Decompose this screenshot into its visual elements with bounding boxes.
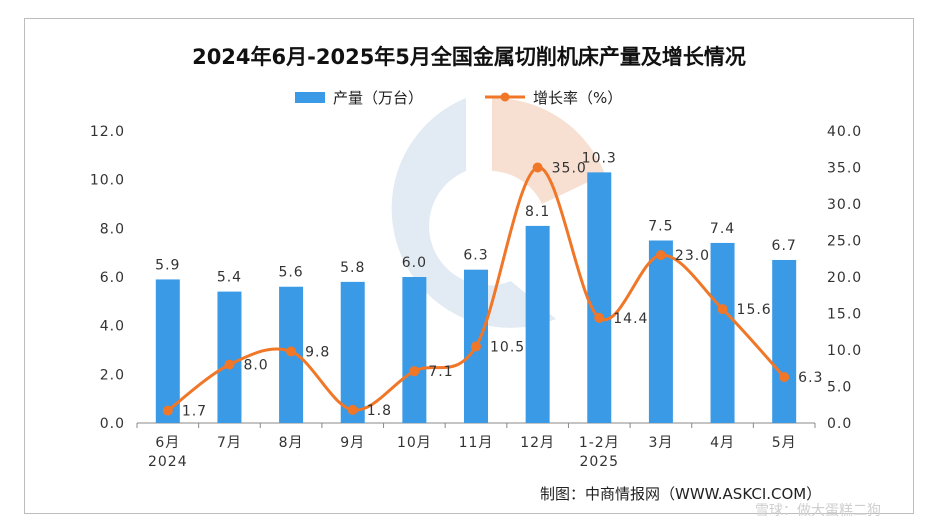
y-right-tick-label: 20.0 bbox=[827, 270, 862, 286]
axes: 0.0 2.0 4.0 6.0 8.0 10.0 12.0 0.0 5.0 10.0 15.0 20.… bbox=[90, 124, 862, 470]
x-tick-label: 6月 bbox=[155, 435, 180, 451]
bar-value-label: 7.5 bbox=[648, 219, 673, 235]
line-value-label: 35.0 bbox=[552, 161, 587, 177]
line-series bbox=[162, 162, 790, 416]
legend: 产量（万台） 增长率（%） bbox=[295, 89, 622, 107]
legend-line-marker bbox=[500, 92, 510, 102]
bar-value-label: 6.0 bbox=[402, 255, 427, 271]
bar-value-label: 6.7 bbox=[772, 238, 797, 254]
line-value-label: 7.1 bbox=[428, 364, 453, 380]
bar bbox=[402, 277, 427, 423]
bar bbox=[340, 281, 365, 423]
line-point bbox=[162, 405, 173, 416]
bar bbox=[710, 242, 735, 423]
bar bbox=[587, 172, 612, 423]
legend-bar-swatch bbox=[295, 92, 325, 103]
y-right-tick-label: 30.0 bbox=[827, 197, 862, 213]
bar-value-label: 5.9 bbox=[155, 257, 180, 273]
y-left-tick-label: 6.0 bbox=[100, 270, 125, 286]
x-tick-label: 7月 bbox=[217, 435, 242, 451]
source-credit: 制图：中商情报网（WWW.ASKCI.COM） bbox=[540, 485, 821, 503]
bar-value-label: 5.6 bbox=[278, 265, 303, 281]
x-tick-label: 12月 bbox=[520, 435, 555, 451]
line-point bbox=[779, 372, 790, 383]
y-right-tick-label: 35.0 bbox=[827, 161, 862, 177]
bar-value-label: 10.3 bbox=[582, 150, 617, 166]
y-left-tick-label: 10.0 bbox=[90, 173, 125, 189]
line-value-label: 9.8 bbox=[305, 344, 330, 360]
data-labels: 5.9 5.4 5.6 5.8 6.0 6.3 8.1 10.3 7.5 7.4 6.7 1.7 8.0… bbox=[155, 150, 823, 420]
line-point bbox=[471, 341, 481, 352]
x-tick-sublabel: 2024 bbox=[148, 454, 188, 470]
line-value-label: 8.0 bbox=[243, 358, 268, 374]
x-tick-label: 5月 bbox=[772, 435, 797, 451]
chart-title: 2024年6月-2025年5月全国金属切削机床产量及增长情况 bbox=[192, 45, 746, 69]
bar-value-label: 5.4 bbox=[217, 270, 242, 286]
line-value-label: 1.8 bbox=[367, 403, 392, 419]
bar bbox=[525, 225, 550, 423]
legend-line-label: 增长率（%） bbox=[533, 89, 622, 107]
bar bbox=[155, 279, 180, 423]
y-right-tick-label: 5.0 bbox=[827, 380, 852, 396]
x-tick-label: 9月 bbox=[340, 435, 365, 451]
bar-series bbox=[155, 172, 797, 423]
chart-frame: 2024年6月-2025年5月全国金属切削机床产量及增长情况 产量（万台） 增长… bbox=[24, 18, 914, 514]
bar bbox=[772, 259, 797, 423]
line-point bbox=[347, 404, 358, 415]
x-tick-label: 1-2月 bbox=[579, 435, 620, 451]
bar-value-label: 7.4 bbox=[710, 221, 735, 237]
y-left-tick-label: 4.0 bbox=[100, 319, 125, 335]
line-value-label: 15.6 bbox=[737, 302, 772, 318]
line-point bbox=[224, 359, 235, 370]
y-right-tick-label: 15.0 bbox=[827, 307, 862, 323]
x-tick-label: 8月 bbox=[279, 435, 304, 451]
y-left-tick-label: 8.0 bbox=[100, 221, 125, 237]
bar bbox=[648, 240, 673, 423]
line-value-label: 6.3 bbox=[798, 370, 823, 386]
line-point bbox=[286, 346, 297, 357]
y-left-tick-label: 2.0 bbox=[100, 367, 125, 383]
line-point bbox=[655, 250, 666, 261]
x-tick-label: 3月 bbox=[648, 435, 673, 451]
y-right-tick-label: 0.0 bbox=[827, 416, 852, 432]
line-value-label: 1.7 bbox=[182, 404, 207, 420]
x-tick-label: 10月 bbox=[397, 435, 432, 451]
y-left-tick-label: 0.0 bbox=[100, 416, 125, 432]
bar bbox=[217, 291, 242, 423]
bar-value-label: 8.1 bbox=[525, 204, 550, 220]
line-point bbox=[532, 162, 543, 173]
y-left-tick-label: 12.0 bbox=[90, 124, 125, 140]
legend-bar-label: 产量（万台） bbox=[333, 89, 423, 107]
line-value-label: 14.4 bbox=[613, 311, 648, 327]
x-tick-sublabel: 2025 bbox=[579, 454, 619, 470]
watermark: 雪球：做大蛋糕二狗 bbox=[755, 503, 881, 519]
line-value-label: 23.0 bbox=[675, 248, 710, 264]
x-tick-label: 11月 bbox=[459, 435, 494, 451]
y-right-tick-label: 25.0 bbox=[827, 234, 862, 250]
x-tick-label: 4月 bbox=[710, 435, 735, 451]
y-right-tick-label: 10.0 bbox=[827, 343, 862, 359]
line-value-label: 10.5 bbox=[490, 339, 525, 355]
line-point bbox=[409, 366, 420, 377]
y-right-tick-label: 40.0 bbox=[827, 124, 862, 140]
bar-value-label: 6.3 bbox=[463, 248, 488, 264]
line-point bbox=[594, 312, 605, 323]
background-logo bbox=[391, 97, 605, 328]
bar-value-label: 5.8 bbox=[340, 260, 365, 276]
line-point bbox=[717, 304, 728, 315]
combo-chart: 2024年6月-2025年5月全国金属切削机床产量及增长情况 产量（万台） 增长… bbox=[90, 45, 862, 503]
